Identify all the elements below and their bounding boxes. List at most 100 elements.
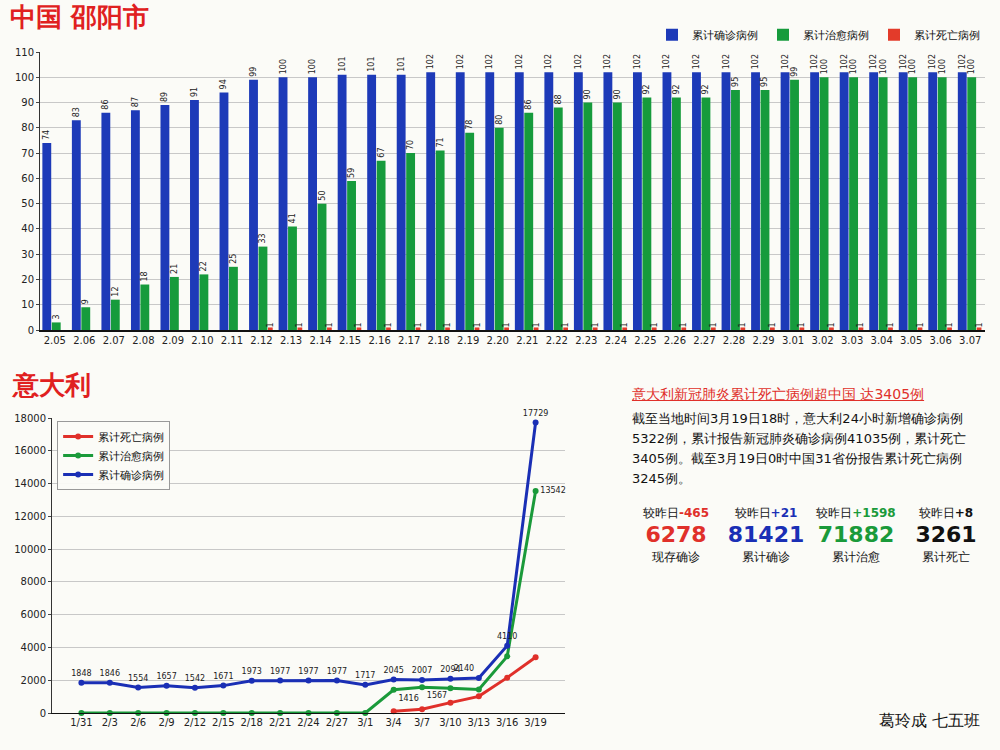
- svg-text:60: 60: [21, 173, 34, 184]
- svg-text:89: 89: [160, 92, 169, 102]
- svg-text:1: 1: [768, 322, 777, 327]
- svg-text:1567: 1567: [427, 691, 447, 700]
- svg-text:意大利: 意大利: [12, 370, 91, 400]
- svg-text:3/13: 3/13: [468, 717, 490, 728]
- svg-text:100: 100: [279, 59, 288, 74]
- svg-text:3: 3: [52, 314, 61, 319]
- svg-text:94: 94: [219, 79, 228, 89]
- svg-text:16000: 16000: [14, 445, 46, 456]
- svg-text:86: 86: [524, 99, 533, 109]
- svg-text:102: 102: [840, 54, 849, 69]
- svg-text:3.03: 3.03: [841, 335, 863, 346]
- svg-text:1: 1: [266, 322, 275, 327]
- svg-text:1: 1: [650, 322, 659, 327]
- svg-text:1: 1: [414, 322, 423, 327]
- svg-text:6000: 6000: [21, 609, 46, 620]
- svg-text:18000: 18000: [14, 413, 46, 424]
- svg-text:1: 1: [473, 322, 482, 327]
- svg-text:4000: 4000: [21, 642, 46, 653]
- svg-text:1: 1: [591, 322, 600, 327]
- svg-text:2.15: 2.15: [339, 335, 361, 346]
- svg-text:2.24: 2.24: [605, 335, 627, 346]
- svg-text:2.29: 2.29: [752, 335, 774, 346]
- svg-text:2.19: 2.19: [457, 335, 479, 346]
- svg-text:100: 100: [849, 59, 858, 74]
- svg-text:3/4: 3/4: [386, 717, 402, 728]
- svg-text:2.25: 2.25: [634, 335, 656, 346]
- svg-text:102: 102: [515, 54, 524, 69]
- svg-text:102: 102: [958, 54, 967, 69]
- svg-text:70: 70: [406, 140, 415, 150]
- svg-text:102: 102: [603, 54, 612, 69]
- svg-text:2.20: 2.20: [487, 335, 509, 346]
- svg-text:102: 102: [928, 54, 937, 69]
- svg-text:3.07: 3.07: [959, 335, 981, 346]
- svg-text:1671: 1671: [213, 672, 233, 681]
- svg-text:87: 87: [131, 97, 140, 107]
- svg-text:14000: 14000: [14, 478, 46, 489]
- svg-text:2/18: 2/18: [240, 717, 262, 728]
- svg-text:100: 100: [15, 72, 34, 83]
- svg-text:102: 102: [456, 54, 465, 69]
- svg-text:92: 92: [642, 84, 651, 94]
- svg-text:1: 1: [916, 322, 925, 327]
- svg-text:2.21: 2.21: [516, 335, 538, 346]
- svg-text:1: 1: [709, 322, 718, 327]
- svg-text:1: 1: [561, 322, 570, 327]
- svg-text:100: 100: [967, 59, 976, 74]
- svg-text:累计确诊病例: 累计确诊病例: [692, 29, 758, 42]
- svg-text:2.10: 2.10: [191, 335, 213, 346]
- svg-text:2140: 2140: [454, 664, 474, 673]
- svg-text:50: 50: [21, 198, 34, 209]
- svg-text:41: 41: [288, 213, 297, 223]
- svg-text:88: 88: [554, 94, 563, 104]
- svg-text:1: 1: [532, 322, 541, 327]
- svg-text:20: 20: [21, 274, 34, 285]
- svg-text:1: 1: [443, 322, 452, 327]
- svg-text:22: 22: [199, 261, 208, 271]
- svg-text:1: 1: [797, 322, 806, 327]
- svg-text:2094: 2094: [440, 665, 460, 674]
- svg-text:3/10: 3/10: [439, 717, 461, 728]
- svg-text:102: 102: [544, 54, 553, 69]
- svg-text:10000: 10000: [14, 544, 46, 555]
- svg-text:1973: 1973: [242, 667, 262, 676]
- svg-text:2.26: 2.26: [664, 335, 686, 346]
- svg-text:2.11: 2.11: [221, 335, 243, 346]
- svg-text:78: 78: [465, 120, 474, 130]
- svg-text:2/27: 2/27: [326, 717, 348, 728]
- svg-text:3/19: 3/19: [524, 717, 546, 728]
- svg-text:33: 33: [258, 233, 267, 243]
- svg-text:70: 70: [21, 148, 34, 159]
- svg-text:1977: 1977: [270, 667, 290, 676]
- svg-text:101: 101: [338, 56, 347, 71]
- svg-text:86: 86: [101, 99, 110, 109]
- svg-text:90: 90: [583, 89, 592, 99]
- svg-text:1848: 1848: [71, 669, 91, 678]
- svg-text:102: 102: [485, 54, 494, 69]
- svg-text:102: 102: [810, 54, 819, 69]
- svg-text:1: 1: [354, 322, 363, 327]
- svg-text:2/24: 2/24: [297, 717, 319, 728]
- svg-text:1: 1: [620, 322, 629, 327]
- svg-text:2.12: 2.12: [250, 335, 272, 346]
- svg-text:18: 18: [140, 271, 149, 281]
- svg-text:2.22: 2.22: [546, 335, 568, 346]
- svg-text:3.02: 3.02: [811, 335, 833, 346]
- svg-text:1416: 1416: [398, 694, 418, 703]
- svg-text:1/31: 1/31: [70, 717, 92, 728]
- svg-text:2.13: 2.13: [280, 335, 302, 346]
- svg-text:2/6: 2/6: [130, 717, 146, 728]
- svg-text:4110: 4110: [497, 632, 517, 641]
- svg-text:中国 邵阳市: 中国 邵阳市: [10, 2, 149, 32]
- svg-text:2/12: 2/12: [184, 717, 206, 728]
- svg-text:67: 67: [377, 147, 386, 157]
- svg-text:2000: 2000: [21, 675, 46, 686]
- svg-text:13542: 13542: [540, 486, 565, 495]
- svg-text:100: 100: [879, 59, 888, 74]
- svg-text:59: 59: [347, 168, 356, 178]
- svg-text:累计治愈病例: 累计治愈病例: [98, 450, 164, 463]
- svg-text:12: 12: [111, 286, 120, 296]
- svg-text:2045: 2045: [383, 666, 403, 675]
- svg-text:1657: 1657: [156, 672, 176, 681]
